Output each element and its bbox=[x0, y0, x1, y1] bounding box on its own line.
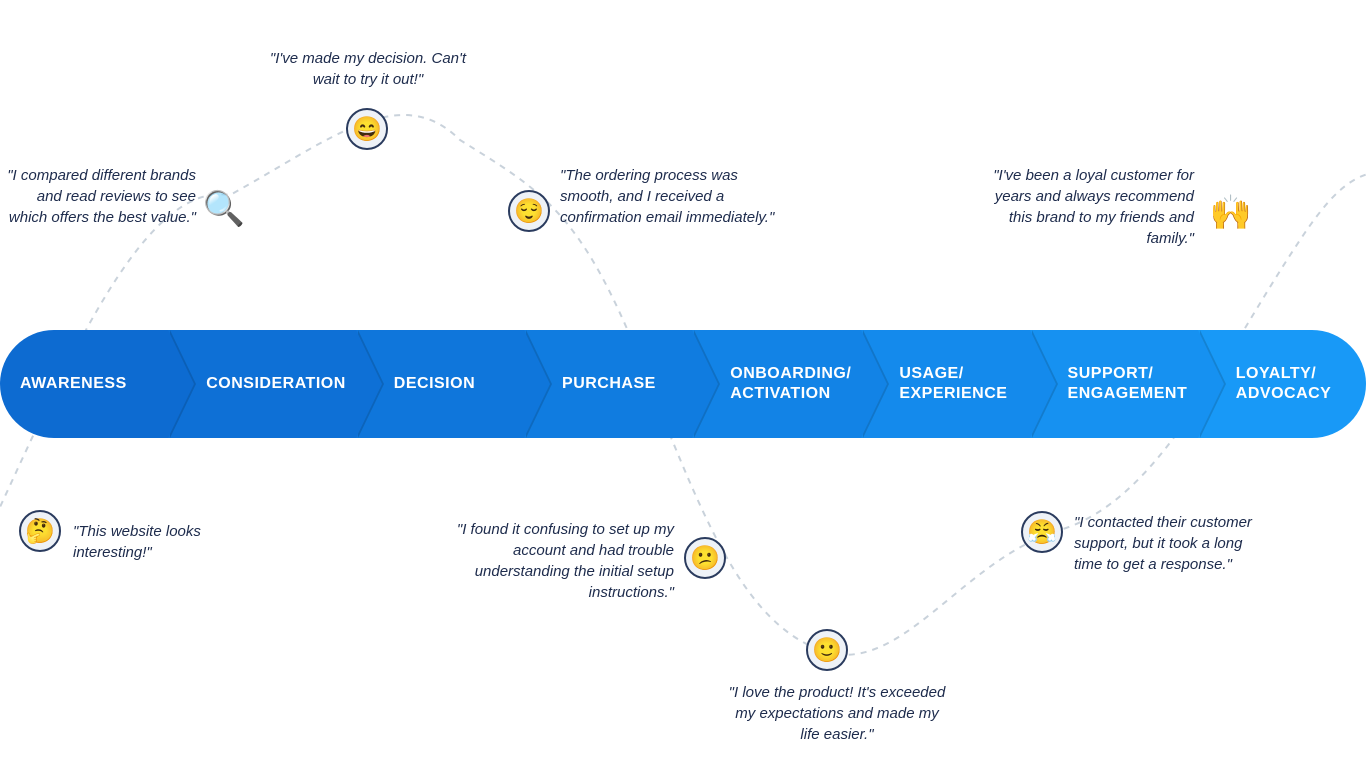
onboarding-icon: 😕 bbox=[684, 537, 726, 579]
stage-label: USAGE/ EXPERIENCE bbox=[881, 364, 1007, 404]
loyalty-icon: 🙌 bbox=[1210, 192, 1252, 234]
awareness-icon: 🤔 bbox=[19, 510, 61, 552]
usage-icon: 🙂 bbox=[806, 629, 848, 671]
stage-label: ONBOARDING/ ACTIVATION bbox=[712, 364, 851, 404]
stage-label: DECISION bbox=[376, 374, 475, 394]
onboarding-quote: "I found it confusing to set up my accou… bbox=[454, 519, 674, 603]
consideration-quote: "I compared different brands and read re… bbox=[0, 165, 196, 228]
decision-icon: 😄 bbox=[346, 108, 388, 150]
consideration-icon: 🔍 bbox=[203, 188, 245, 230]
loyalty-quote: "I've been a loyal customer for years an… bbox=[974, 165, 1194, 249]
support-quote: "I contacted their customer support, but… bbox=[1074, 512, 1264, 575]
stage-label: AWARENESS bbox=[20, 374, 127, 394]
stage-consideration: CONSIDERATION bbox=[168, 330, 356, 438]
support-icon: 😤 bbox=[1021, 511, 1063, 553]
usage-quote: "I love the product! It's exceeded my ex… bbox=[727, 682, 947, 745]
awareness-quote: "This website looks interesting!" bbox=[73, 521, 243, 563]
journey-diagram: AWARENESS CONSIDERATION DECISION PURCHASE ON… bbox=[0, 0, 1366, 768]
stage-label: PURCHASE bbox=[544, 374, 656, 394]
stage-label: LOYALTY/ ADVOCACY bbox=[1218, 364, 1332, 404]
stage-bar: AWARENESS CONSIDERATION DECISION PURCHASE ON… bbox=[0, 330, 1366, 438]
purchase-icon: 😌 bbox=[508, 190, 550, 232]
decision-quote: "I've made my decision. Can't wait to tr… bbox=[263, 48, 473, 90]
stage-label: SUPPORT/ ENGAGEMENT bbox=[1050, 364, 1188, 404]
purchase-quote: "The ordering process was smooth, and I … bbox=[560, 165, 775, 228]
stage-label: CONSIDERATION bbox=[188, 374, 346, 394]
stage-awareness: AWARENESS bbox=[0, 330, 168, 438]
